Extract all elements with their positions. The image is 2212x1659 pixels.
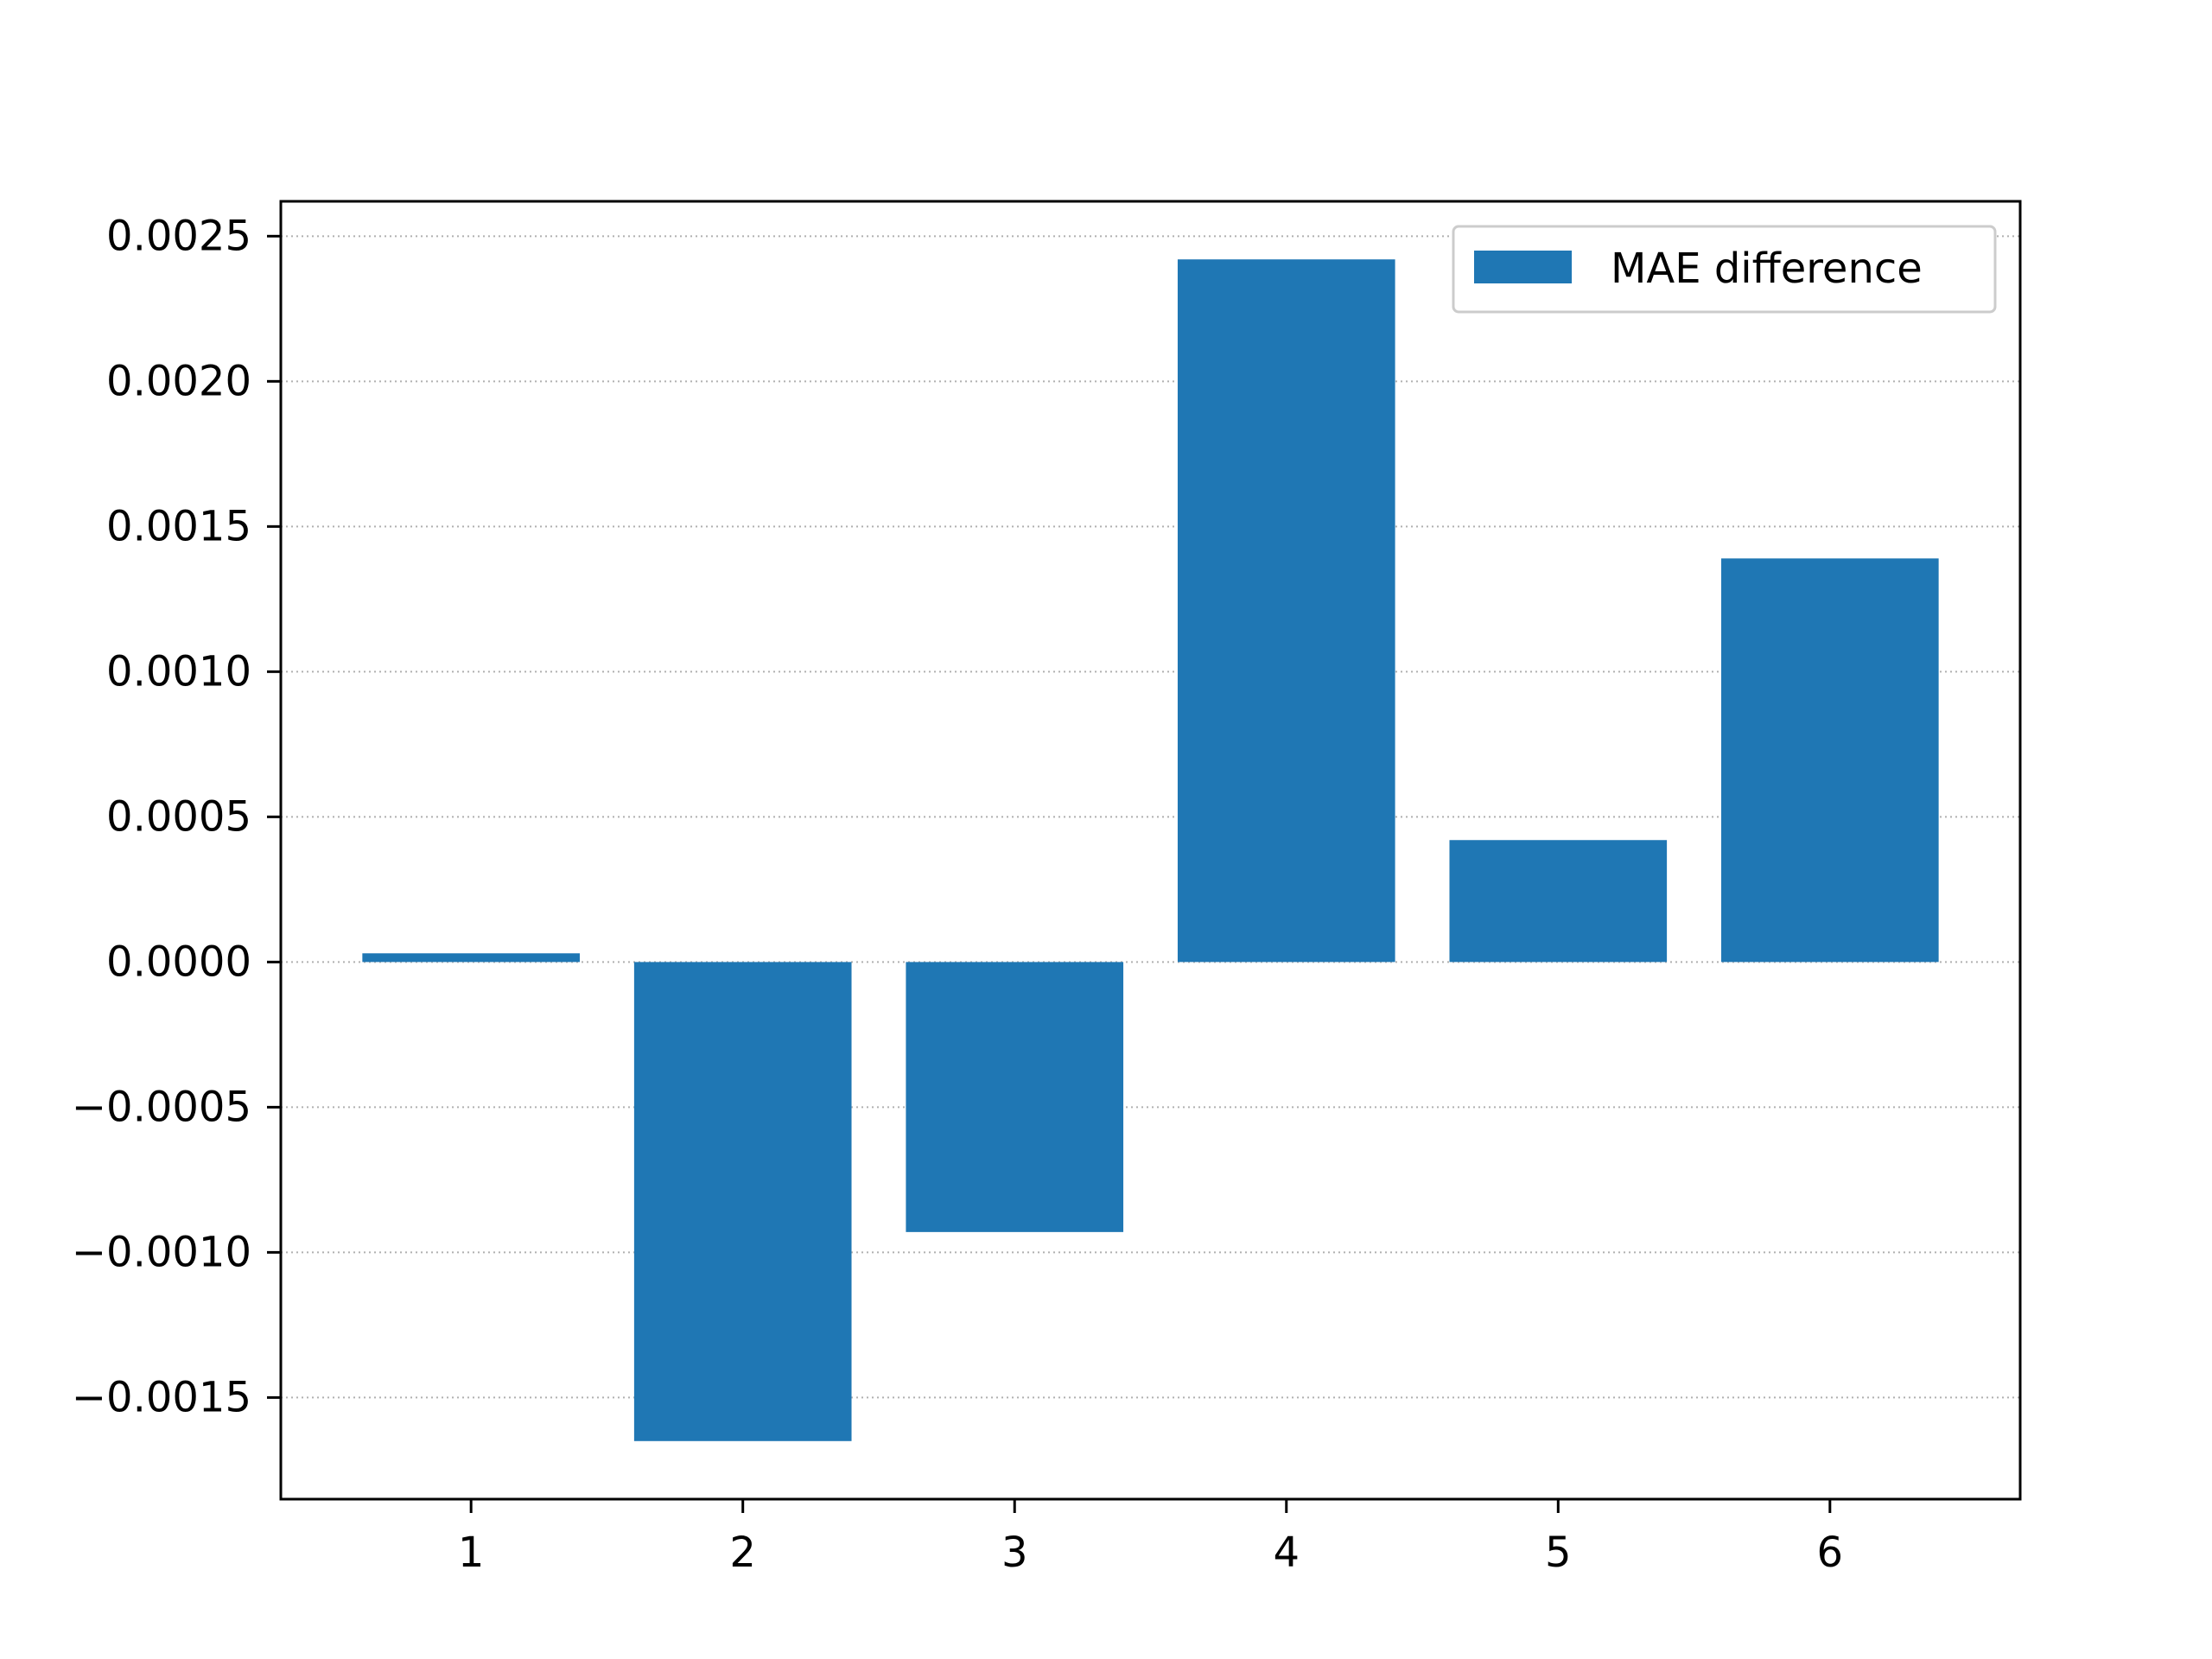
x-tick-label: 4 bbox=[1273, 1529, 1300, 1577]
y-tick-label: 0.0005 bbox=[106, 792, 251, 841]
y-tick-label: 0.0015 bbox=[106, 502, 251, 550]
x-tick-label: 2 bbox=[729, 1529, 756, 1577]
y-tick-label: −0.0010 bbox=[72, 1228, 251, 1276]
x-tick-label: 5 bbox=[1545, 1529, 1572, 1577]
y-tick-label: 0.0025 bbox=[106, 212, 251, 260]
legend-box bbox=[1452, 225, 1997, 314]
bar-2 bbox=[633, 962, 852, 1441]
legend-label: MAE difference bbox=[1611, 245, 1923, 293]
y-tick-label: 0.0010 bbox=[106, 647, 251, 696]
x-tick-label: 1 bbox=[458, 1529, 485, 1577]
bar-1 bbox=[362, 953, 580, 963]
x-tick-label: 6 bbox=[1817, 1529, 1844, 1577]
plot-frame bbox=[279, 200, 2022, 1501]
legend-swatch bbox=[1474, 251, 1572, 283]
bar-6 bbox=[1721, 558, 1939, 963]
bars bbox=[362, 259, 1939, 1441]
bar-5 bbox=[1449, 840, 1668, 963]
y-axis-ticks: −0.0015 −0.0010 −0.0005 0.0000 0.0005 0.0010 0… bbox=[72, 212, 281, 1421]
y-tick-label: 0.0000 bbox=[106, 938, 251, 986]
x-axis-ticks: 1 2 3 4 5 6 bbox=[458, 1499, 1843, 1577]
y-tick-label: 0.0020 bbox=[106, 357, 251, 405]
legend: MAE difference bbox=[1452, 225, 1997, 314]
y-tick-label: −0.0005 bbox=[72, 1083, 251, 1131]
y-tick-label: −0.0015 bbox=[72, 1373, 251, 1421]
x-tick-label: 3 bbox=[1001, 1529, 1028, 1577]
bar-4 bbox=[1177, 259, 1395, 963]
bar-3 bbox=[906, 962, 1124, 1232]
